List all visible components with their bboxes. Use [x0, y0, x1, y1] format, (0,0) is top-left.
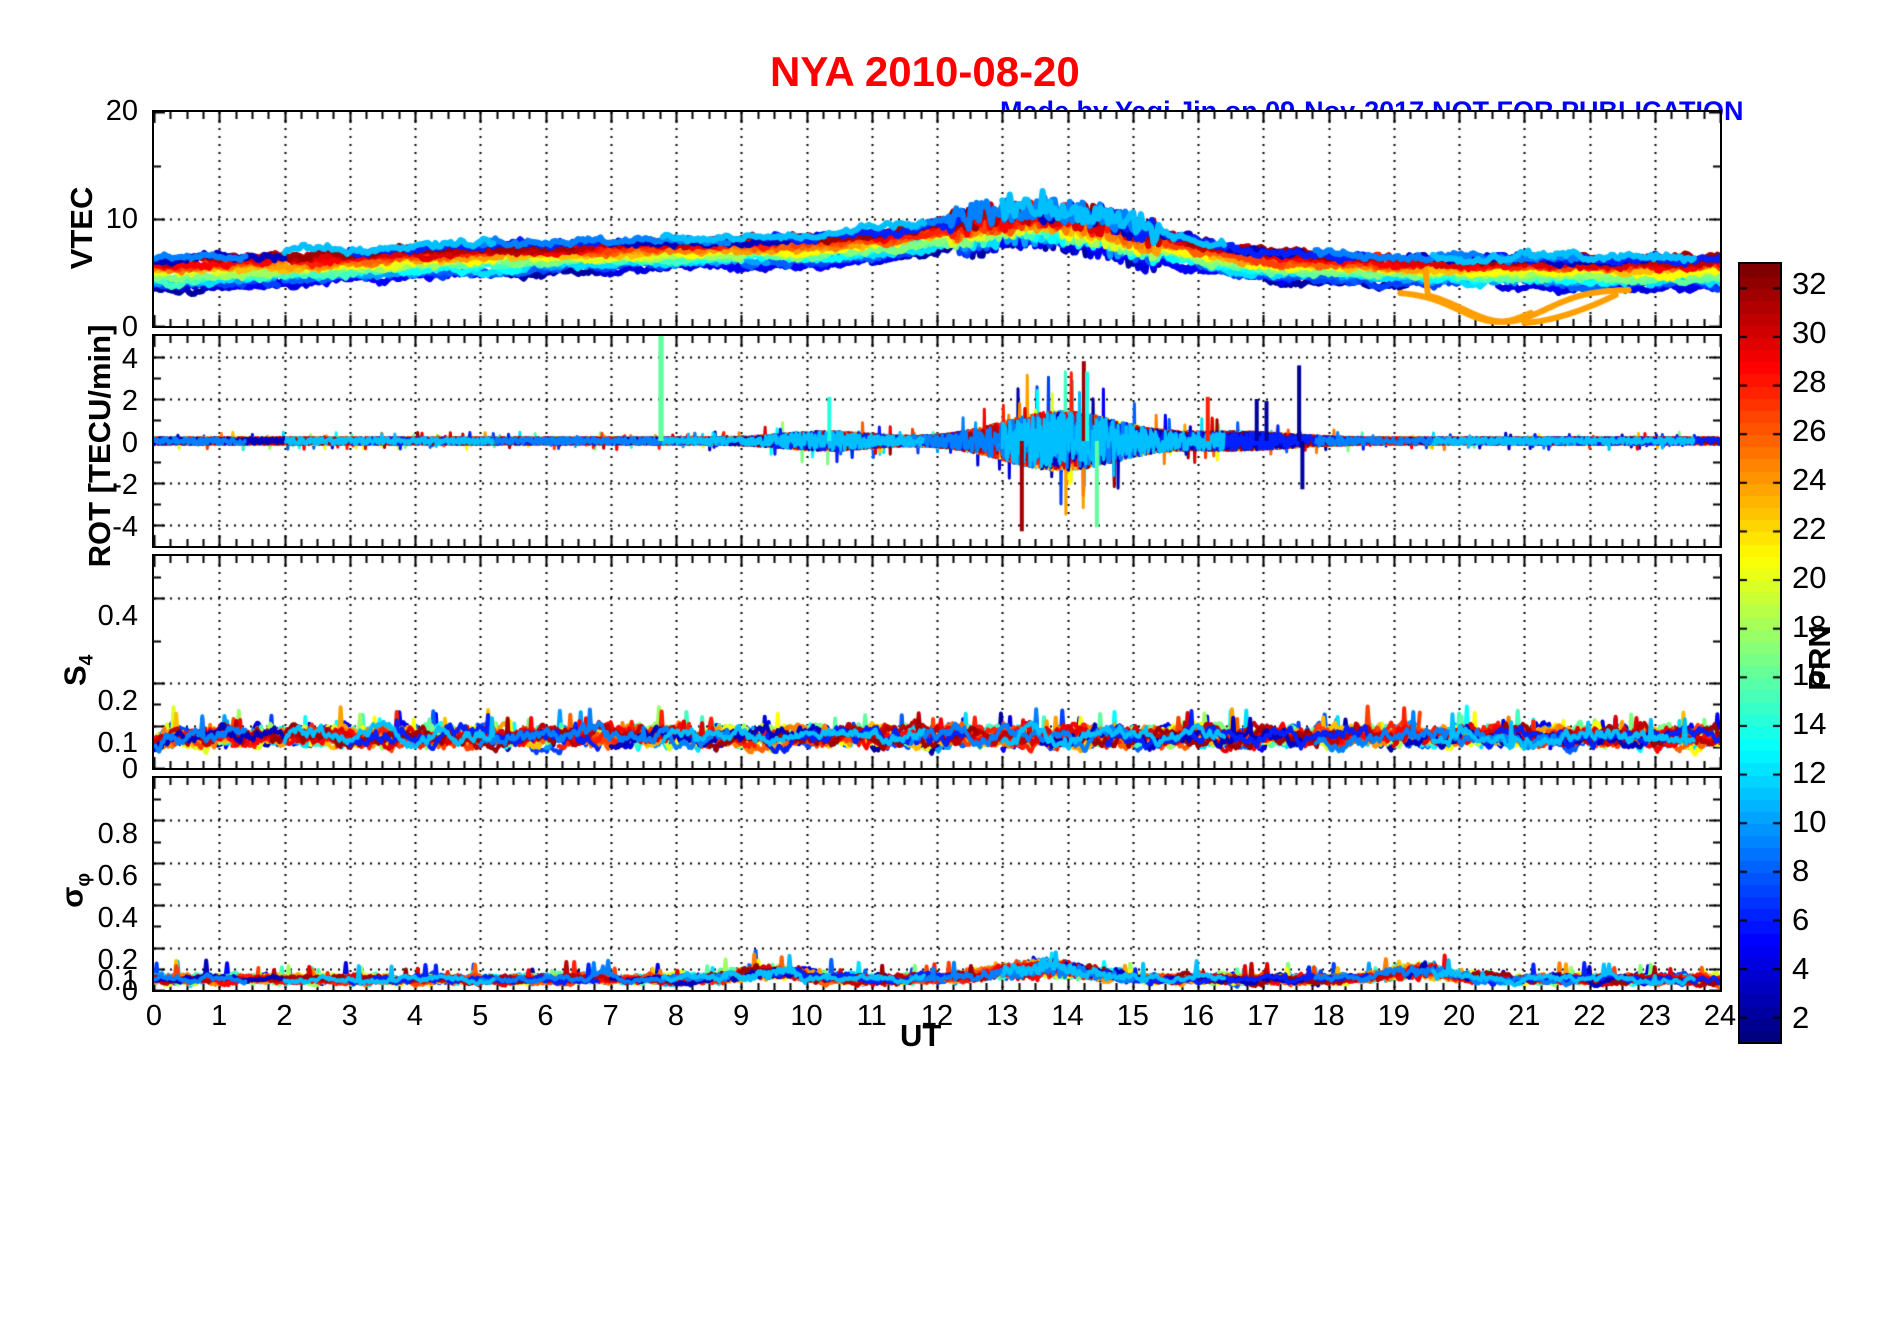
rot-ytick-neg4: -4	[112, 511, 138, 543]
sigma-ytick-0: 0	[121, 975, 138, 1007]
x-tick-17: 17	[1247, 1000, 1280, 1032]
x-tick-23: 23	[1638, 1000, 1671, 1032]
s4-ytick-0p2: 0.2	[97, 685, 138, 717]
rot-plot-area	[154, 336, 1720, 546]
x-tick-0: 0	[145, 1000, 163, 1032]
x-tick-16: 16	[1181, 1000, 1215, 1032]
x-tick-11: 11	[856, 1000, 887, 1032]
x-tick-19: 19	[1377, 1000, 1410, 1032]
sigma-phi-plot-area	[154, 778, 1720, 990]
vtec-plot-area	[154, 112, 1720, 326]
sigma-ytick-0p8: 0.8	[97, 818, 138, 850]
sigma-ytick-0p6: 0.6	[97, 860, 138, 892]
prn-colorbar	[1738, 262, 1782, 1044]
prn-tick-30: 30	[1792, 315, 1827, 351]
x-axis-label: UT	[900, 1018, 942, 1053]
prn-tick-4: 4	[1792, 950, 1810, 986]
prn-tick-24: 24	[1792, 461, 1827, 497]
x-tick-9: 9	[733, 1000, 750, 1032]
prn-tick-26: 26	[1792, 413, 1827, 449]
prn-colorbar-gradient	[1740, 264, 1780, 1042]
panel-s4	[152, 554, 1722, 770]
panel-rot	[152, 334, 1722, 548]
rot-ytick-0: 0	[121, 427, 138, 459]
x-tick-22: 22	[1573, 1000, 1606, 1032]
x-tick-6: 6	[537, 1000, 554, 1032]
x-tick-3: 3	[341, 1000, 358, 1032]
prn-colorbar-label: PRN	[1802, 625, 1837, 691]
rot-ytick-neg2: -2	[112, 469, 138, 501]
prn-tick-6: 6	[1792, 901, 1810, 937]
prn-tick-28: 28	[1792, 364, 1827, 400]
prn-tick-2: 2	[1792, 999, 1810, 1035]
x-tick-13: 13	[986, 1000, 1019, 1032]
x-tick-12: 12	[920, 1000, 954, 1032]
panel-vtec	[152, 110, 1722, 328]
x-tick-10: 10	[790, 1000, 823, 1032]
s4-ytick-0p4: 0.4	[97, 600, 138, 632]
x-tick-14: 14	[1051, 1000, 1084, 1032]
prn-tick-12: 12	[1792, 755, 1827, 791]
sigma-ytick-0p4: 0.4	[97, 902, 138, 934]
sigma-ytick-0p1: 0.1	[97, 965, 138, 997]
s4-ytick-0p1: 0.1	[97, 727, 138, 759]
prn-tick-22: 22	[1792, 510, 1827, 546]
prn-tick-14: 14	[1792, 706, 1827, 742]
rot-ytick-4: 4	[121, 343, 138, 375]
vtec-ytick-0: 0	[121, 311, 138, 343]
panel-sigma-phi	[152, 776, 1722, 992]
x-tick-18: 18	[1312, 1000, 1345, 1032]
vtec-ytick-20: 20	[105, 95, 138, 127]
prn-tick-10: 10	[1792, 804, 1827, 840]
sigma-ytick-0p2: 0.2	[97, 944, 138, 976]
x-tick-8: 8	[667, 1000, 685, 1032]
vtec-ytick-10: 10	[105, 203, 138, 235]
x-tick-4: 4	[406, 1000, 424, 1032]
plot-title: NYA 2010-08-20	[770, 48, 1080, 95]
x-tick-7: 7	[602, 1000, 619, 1032]
x-tick-20: 20	[1442, 1000, 1476, 1032]
s4-plot-area	[154, 556, 1720, 768]
s4-ytick-0: 0	[121, 753, 138, 785]
prn-tick-8: 8	[1792, 852, 1810, 888]
prn-tick-18: 18	[1792, 608, 1827, 644]
x-tick-5: 5	[472, 1000, 489, 1032]
prn-tick-16: 16	[1792, 657, 1827, 693]
x-tick-21: 21	[1508, 1000, 1541, 1032]
x-tick-2: 2	[276, 1000, 293, 1032]
x-tick-15: 15	[1116, 1000, 1149, 1032]
prn-tick-32: 32	[1792, 266, 1827, 302]
rot-ytick-2: 2	[121, 385, 138, 417]
prn-tick-20: 20	[1792, 559, 1827, 595]
x-tick-24: 24	[1703, 1000, 1737, 1032]
x-tick-1: 1	[211, 1000, 228, 1032]
